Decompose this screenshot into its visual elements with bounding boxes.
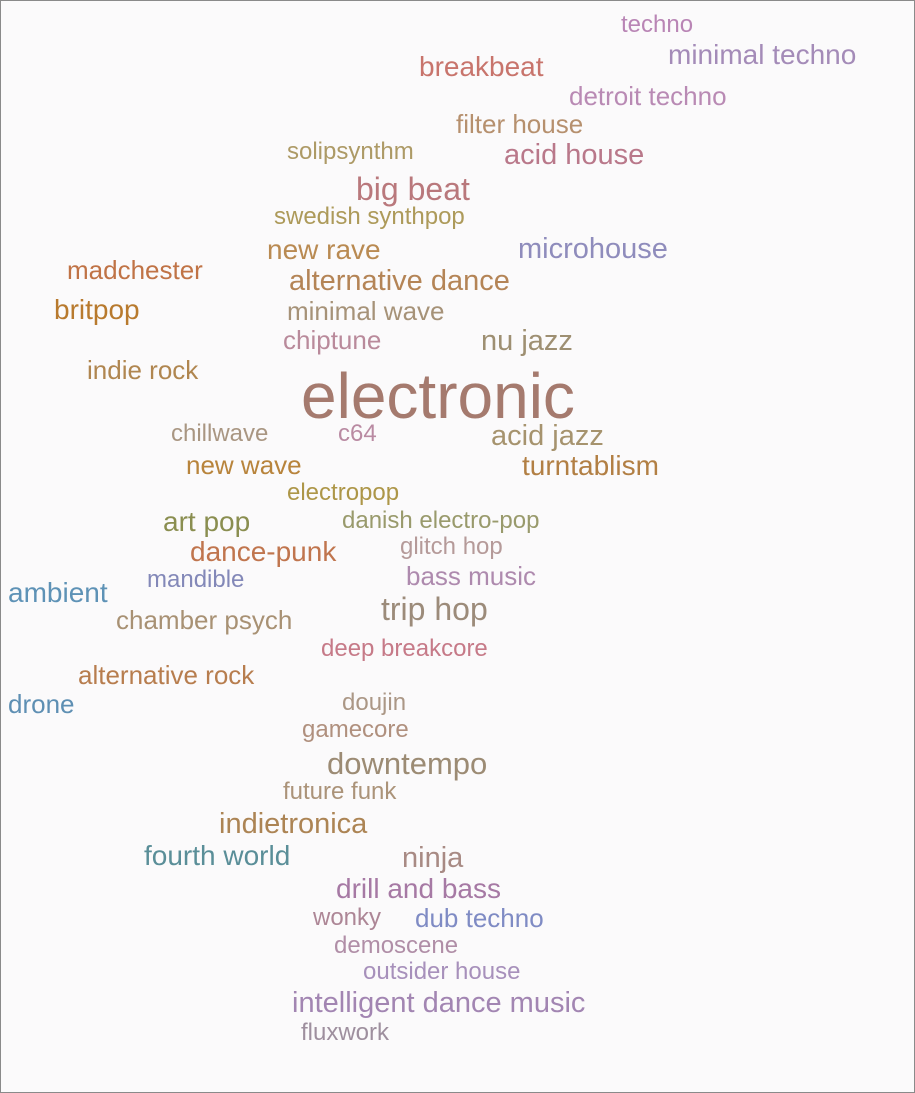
word-filter-house[interactable]: filter house: [456, 109, 584, 139]
word-microhouse[interactable]: microhouse: [518, 233, 668, 265]
word-fluxwork[interactable]: fluxwork: [301, 1019, 390, 1046]
word-indietronica[interactable]: indietronica: [219, 808, 368, 840]
word-outsider-house[interactable]: outsider house: [363, 958, 521, 985]
word-new-wave[interactable]: new wave: [186, 450, 302, 480]
word-solipsynthm[interactable]: solipsynthm: [287, 138, 414, 165]
word-drill-and-bass[interactable]: drill and bass: [336, 873, 501, 904]
word-techno[interactable]: techno: [621, 11, 694, 38]
word-glitch-hop[interactable]: glitch hop: [400, 533, 503, 560]
word-minimal-wave[interactable]: minimal wave: [287, 296, 445, 326]
word-electropop[interactable]: electropop: [287, 479, 400, 506]
word-art-pop[interactable]: art pop: [163, 506, 251, 537]
word-new-rave[interactable]: new rave: [267, 234, 381, 265]
word-intelligent-dance-music[interactable]: intelligent dance music: [292, 987, 586, 1019]
word-electronic[interactable]: electronic: [301, 360, 575, 432]
word-dance-punk[interactable]: dance-punk: [190, 536, 337, 567]
word-c64[interactable]: c64: [338, 420, 377, 447]
word-doujin[interactable]: doujin: [342, 689, 407, 716]
word-downtempo[interactable]: downtempo: [327, 746, 488, 781]
word-dub-techno[interactable]: dub techno: [415, 903, 544, 933]
word-ninja[interactable]: ninja: [402, 842, 464, 874]
word-chiptune[interactable]: chiptune: [283, 325, 382, 355]
word-drone[interactable]: drone: [8, 689, 75, 719]
word-minimal-techno[interactable]: minimal techno: [668, 39, 857, 70]
word-madchester[interactable]: madchester: [67, 255, 203, 285]
word-detroit-techno[interactable]: detroit techno: [569, 81, 727, 111]
word-danish-electro-pop[interactable]: danish electro-pop: [342, 507, 540, 534]
word-acid-house[interactable]: acid house: [504, 139, 645, 171]
word-britpop[interactable]: britpop: [54, 294, 140, 325]
word-swedish-synthpop[interactable]: swedish synthpop: [274, 203, 465, 230]
word-mandible[interactable]: mandible: [147, 566, 245, 593]
word-big-beat[interactable]: big beat: [356, 171, 470, 207]
word-indie-rock[interactable]: indie rock: [87, 355, 199, 385]
word-gamecore[interactable]: gamecore: [302, 716, 409, 743]
word-deep-breakcore[interactable]: deep breakcore: [321, 635, 488, 662]
word-wonky[interactable]: wonky: [313, 904, 382, 931]
word-fourth-world[interactable]: fourth world: [144, 840, 291, 871]
word-trip-hop[interactable]: trip hop: [381, 591, 488, 627]
word-alternative-rock[interactable]: alternative rock: [78, 660, 255, 690]
word-bass-music[interactable]: bass music: [406, 561, 537, 591]
word-ambient[interactable]: ambient: [8, 577, 108, 608]
word-demoscene[interactable]: demoscene: [334, 932, 459, 959]
word-chamber-psych[interactable]: chamber psych: [116, 605, 293, 635]
word-turntablism[interactable]: turntablism: [522, 450, 659, 481]
word-alternative-dance[interactable]: alternative dance: [289, 265, 510, 297]
word-acid-jazz[interactable]: acid jazz: [491, 420, 604, 452]
word-breakbeat[interactable]: breakbeat: [419, 51, 544, 82]
word-chillwave[interactable]: chillwave: [171, 420, 269, 447]
word-nu-jazz[interactable]: nu jazz: [481, 325, 573, 357]
word-future-funk[interactable]: future funk: [283, 778, 397, 805]
